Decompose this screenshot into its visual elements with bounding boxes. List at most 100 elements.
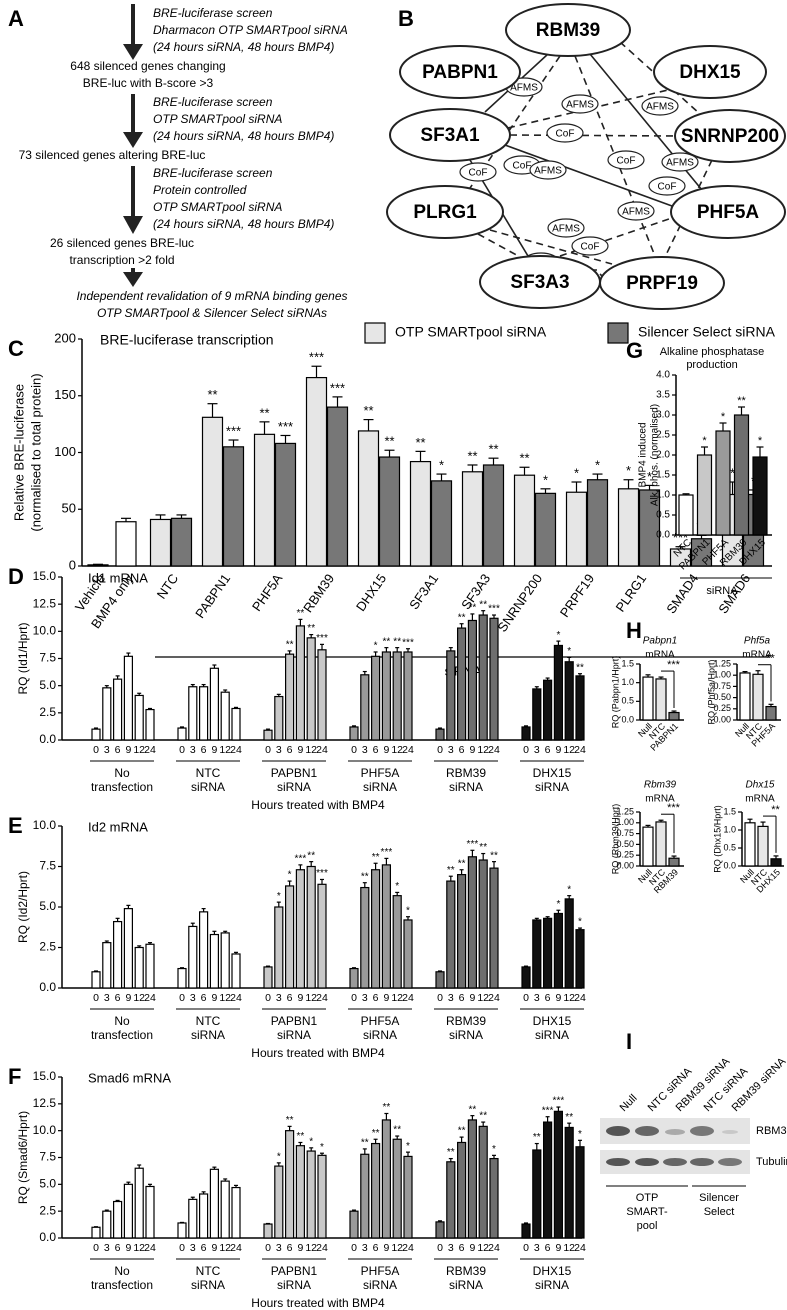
x-tick-label: 9 (211, 744, 217, 756)
x-tick-label: 12 (391, 992, 403, 1004)
bar (565, 491, 588, 567)
significance: ** (479, 599, 487, 610)
bar (170, 517, 193, 567)
panel-label: I (626, 1029, 632, 1054)
screen-step: (24 hours siRNA, 48 hours BMP4) (153, 40, 334, 54)
bar (403, 1155, 413, 1239)
x-tick-label: 6 (201, 992, 207, 1004)
bar (306, 637, 316, 741)
bar (360, 674, 370, 741)
bar (199, 1193, 209, 1239)
x-tick-label: 12 (133, 992, 145, 1004)
screen-step: BRE-luciferase screen (153, 6, 273, 20)
x-tick-label: 24 (144, 744, 156, 756)
bar (295, 1145, 305, 1239)
bar (478, 859, 488, 989)
bar (305, 376, 328, 567)
group-label: siRNA (277, 1278, 311, 1292)
x-tick-label: 3 (276, 992, 282, 1004)
bar (134, 946, 144, 989)
y-tick-label: 0.25 (616, 850, 634, 860)
edge-label-bubble (648, 176, 686, 196)
x-tick-label: 24 (574, 992, 586, 1004)
bar (349, 1210, 359, 1239)
y-tick-label: 0.25 (713, 703, 731, 713)
x-tick-label: 9 (469, 1242, 475, 1254)
node-label: PHF5A (697, 202, 760, 223)
edge-label-bubble (571, 236, 609, 256)
x-tick-label: 9 (297, 744, 303, 756)
bar (360, 886, 370, 989)
significance: ** (479, 1111, 487, 1122)
bar (513, 474, 536, 567)
significance: *** (309, 350, 324, 365)
bar (145, 943, 155, 989)
flow-arrows (123, 4, 143, 287)
x-tick-label: 6 (459, 1242, 465, 1254)
bar (220, 932, 230, 989)
node-label: SF3A3 (510, 272, 569, 293)
bar (349, 726, 359, 741)
x-tick-label: 6 (545, 744, 551, 756)
y-tick-label: 5.0 (39, 678, 56, 692)
bar (642, 826, 654, 867)
x-tick-label: 9 (297, 1242, 303, 1254)
significance: ** (458, 1126, 466, 1137)
bar (655, 678, 667, 721)
y-tick-label: 150 (54, 387, 76, 402)
significance: *** (278, 419, 293, 434)
significance: ** (458, 858, 466, 869)
legend-swatch (364, 322, 386, 344)
edge-label: AFMS (646, 102, 674, 113)
significance: *** (381, 847, 393, 858)
group-label: PHF5A (361, 766, 400, 780)
bar (489, 1157, 499, 1239)
group-label: RBM39 (446, 1264, 486, 1278)
bar (263, 1223, 273, 1239)
x-tick-label: 12 (133, 1242, 145, 1254)
group-label: siRNA (449, 1278, 483, 1292)
edge-label-bubble (459, 162, 497, 182)
edge-label: AFMS (534, 166, 562, 177)
x-tick-label: 12 (305, 1242, 317, 1254)
bar (145, 1185, 155, 1239)
significance: ** (361, 1138, 369, 1149)
bar (542, 1121, 553, 1239)
y-tick-label: 3.5 (656, 390, 670, 401)
bar (360, 1153, 370, 1239)
network-node (505, 3, 631, 57)
significance: ** (447, 1147, 455, 1158)
edge-label: AFMS (552, 224, 580, 235)
significance: *** (488, 604, 500, 615)
y-tick-label: 100 (54, 444, 76, 459)
group-label: PHF5A (361, 1014, 400, 1028)
y-tick-label: 200 (54, 330, 76, 345)
x-tick-label: 3 (362, 1242, 368, 1254)
edge-label: CoF (581, 242, 600, 253)
result-step: Independent revalidation of 9 mRNA bindi… (76, 289, 347, 303)
y-axis-label: RQ (Pabpn1/Hprt) (610, 656, 620, 729)
x-tick-label: 24 (574, 744, 586, 756)
group-label: siRNA (277, 1028, 311, 1042)
x-tick-label: 24 (230, 1242, 242, 1254)
y-tick-label: 0.0 (39, 732, 56, 746)
y-tick-label: 0.0 (39, 1230, 56, 1244)
y-tick-label: 15.0 (33, 569, 57, 583)
y-tick-label: 2.5 (39, 705, 56, 719)
y-tick-label: 12.5 (33, 596, 57, 610)
x-axis-label: Hours treated with BMP4 (251, 1046, 385, 1060)
bar (371, 655, 381, 741)
significance: ** (207, 387, 217, 402)
x-tick-label: 12 (477, 992, 489, 1004)
bar (188, 1198, 198, 1239)
significance: ** (297, 1131, 305, 1142)
x-tick-label: 6 (545, 992, 551, 1004)
x-tick-label: 24 (316, 744, 328, 756)
bar (317, 883, 327, 989)
y-tick-label: 0.50 (616, 839, 634, 849)
bar (274, 442, 297, 567)
bar (231, 1186, 241, 1239)
bar (564, 661, 574, 741)
significance: ** (771, 804, 780, 816)
